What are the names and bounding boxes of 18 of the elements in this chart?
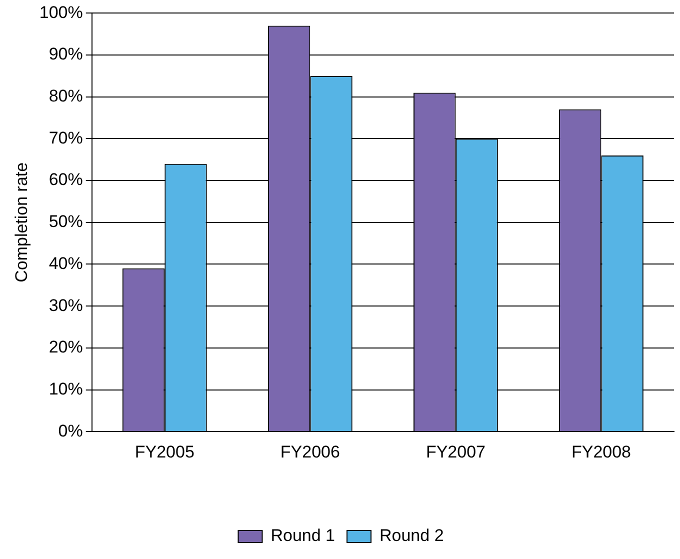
legend-label: Round 2: [380, 526, 444, 546]
y-tick-label: 10%: [48, 379, 83, 398]
y-tick-label: 60%: [48, 170, 83, 190]
x-tick-label: FY2007: [426, 442, 486, 462]
y-tick-label: 40%: [48, 254, 83, 273]
x-tick-label: FY2005: [134, 442, 194, 462]
y-tick-label: 50%: [48, 212, 83, 232]
y-tick-label: 0%: [58, 421, 83, 440]
x-tick-label: FY2006: [280, 442, 340, 462]
y-tick-label: 70%: [48, 128, 83, 148]
y-tick-label: 20%: [48, 338, 83, 357]
y-tick-label: 30%: [48, 296, 83, 315]
y-tick-label: 90%: [48, 44, 83, 64]
y-tick-label: 100%: [39, 2, 83, 22]
y-axis-title: Completion rate: [12, 162, 31, 282]
x-tick-label: FY2008: [571, 442, 632, 462]
legend-label: Round 1: [270, 526, 336, 546]
y-tick-label: 80%: [48, 86, 83, 106]
